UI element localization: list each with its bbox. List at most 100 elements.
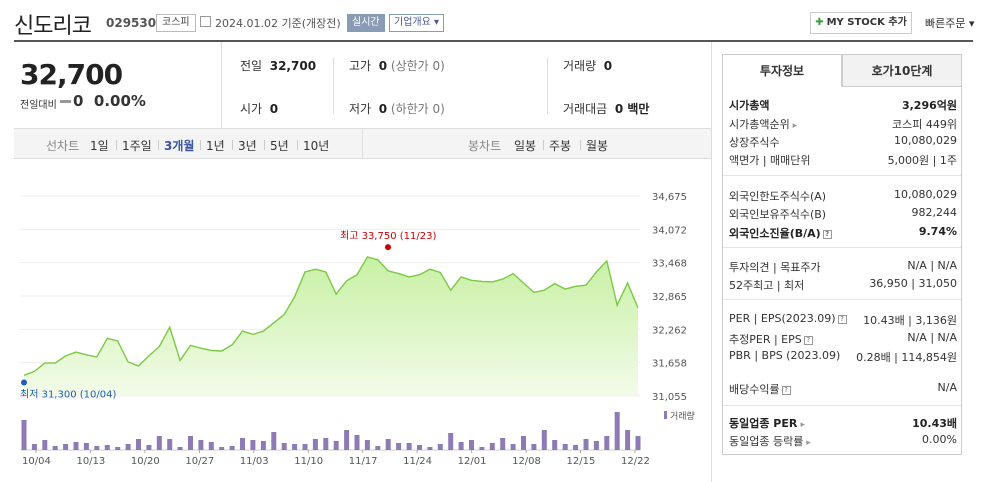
volume-legend-swatch xyxy=(664,411,667,419)
help-icon[interactable]: ? xyxy=(781,385,791,395)
volume-bar xyxy=(583,439,589,450)
volume-bar xyxy=(614,412,620,450)
volume-bar xyxy=(333,441,339,450)
period-3[interactable]: 3개월 xyxy=(164,139,195,153)
chevron-down-icon: ▾ xyxy=(968,17,975,30)
info-label: 배당수익률? xyxy=(729,381,791,397)
volume-bar xyxy=(521,436,526,450)
info-label: 외국인소진율(B/A)? xyxy=(729,225,832,241)
volume-bar xyxy=(31,444,37,450)
volume-bar xyxy=(83,443,89,450)
trade-amount: 거래대금 0 백만 xyxy=(563,100,649,117)
candle-period-1[interactable]: 일봉 xyxy=(514,139,537,153)
divider xyxy=(200,140,201,150)
info-row: 동일업종 등락률 ▸ 0.00% xyxy=(729,433,957,451)
price-volume-chart[interactable]: 34,675 34,072 33,468 32,865 32,262 31,658 31,0… xyxy=(0,160,711,482)
volume-bar xyxy=(375,446,381,450)
info-label: 추정PER | EPS? xyxy=(729,331,813,347)
company-overview-label: 기업개요 xyxy=(394,17,431,28)
period-7[interactable]: 10년 xyxy=(303,139,330,153)
arrow-right-icon[interactable]: ▸ xyxy=(797,420,806,430)
volume-bar xyxy=(344,430,350,450)
change-label: 전일대비 xyxy=(20,100,57,111)
change-percent: 0.00% xyxy=(93,92,146,110)
y-tick-label: 33,468 xyxy=(652,259,687,270)
volume-bar xyxy=(489,443,495,450)
info-row: PER | EPS(2023.09)? 10.43배 | 3,136원 xyxy=(729,312,957,330)
tab-investment-info[interactable]: 투자정보 xyxy=(722,54,842,87)
x-tick-label: 11/03 xyxy=(240,456,269,467)
help-icon[interactable]: ? xyxy=(822,229,832,239)
volume-bar xyxy=(146,445,152,450)
help-icon[interactable]: ? xyxy=(837,314,847,324)
period-6[interactable]: 5년 xyxy=(270,139,289,153)
divider xyxy=(547,58,548,114)
info-row: 추정PER | EPS? N/A | N/A xyxy=(729,331,957,349)
candle-period-3[interactable]: 월봉 xyxy=(586,139,609,153)
volume-bar xyxy=(479,447,485,450)
volume-bar xyxy=(625,430,631,450)
volume-bar xyxy=(635,436,641,450)
info-row: 동일업종 PER ▸ 10.43배 xyxy=(729,415,957,433)
plus-icon: ✚ xyxy=(815,17,824,28)
candle-period-2[interactable]: 주봉 xyxy=(549,139,572,153)
y-tick-label: 34,072 xyxy=(652,225,687,236)
period-5[interactable]: 3년 xyxy=(238,139,257,153)
low-label: 저가 xyxy=(349,102,372,116)
volume-bar xyxy=(260,441,266,450)
info-value: N/A | N/A xyxy=(907,331,957,344)
period-1[interactable]: 1일 xyxy=(90,139,109,153)
volume-bar xyxy=(188,436,193,450)
volume-bar xyxy=(125,444,131,450)
volume-bar xyxy=(573,445,579,450)
x-tick-label: 10/27 xyxy=(185,456,214,467)
open-price: 시가 0 xyxy=(240,100,278,117)
divider xyxy=(362,129,363,159)
price-area xyxy=(24,257,638,396)
volume-bar xyxy=(562,444,568,450)
tab-orderbook-10[interactable]: 호가10단계 xyxy=(842,54,962,87)
volume-bar xyxy=(541,430,547,450)
realtime-button[interactable]: 실시간 xyxy=(347,14,385,32)
info-row: 배당수익률? N/A xyxy=(729,381,957,399)
info-value: 3,296억원 xyxy=(901,99,957,112)
arrow-right-icon[interactable]: ▸ xyxy=(789,121,798,131)
high-marker xyxy=(385,244,391,251)
volume-bar xyxy=(385,439,391,450)
divider xyxy=(543,140,544,150)
info-label: PBR | BPS (2023.09) xyxy=(729,349,841,362)
investment-info-panel: 시가총액 3,296억원 시가총액순위 ▸ 코스피 449위 상장주식수 10,080,0… xyxy=(722,87,962,455)
change-amount: 0 xyxy=(73,92,84,110)
divider xyxy=(723,247,961,248)
volume-bar xyxy=(500,438,506,450)
info-value: 0.00% xyxy=(922,433,957,446)
candle-chart-label: 봉차트 xyxy=(468,139,502,153)
volume-bar xyxy=(281,443,287,450)
info-label: 동일업종 PER ▸ xyxy=(729,417,806,430)
info-label: 액면가 | 매매단위 xyxy=(729,154,811,167)
arrow-right-icon[interactable]: ▸ xyxy=(803,438,811,448)
company-overview-dropdown[interactable]: 기업개요 ▾ xyxy=(389,14,445,32)
info-row: 투자의견 | 목표주가 N/A | N/A xyxy=(729,259,957,277)
volume-bar xyxy=(302,444,308,450)
divider xyxy=(297,140,298,150)
my-stock-add-button[interactable]: ✚ MY STOCK 추가 xyxy=(810,12,912,34)
x-tick-label: 12/22 xyxy=(621,456,650,467)
period-2[interactable]: 1주일 xyxy=(122,139,152,153)
quick-order-dropdown[interactable]: 빠른주문 ▾ xyxy=(925,15,975,31)
y-tick-label: 31,658 xyxy=(652,359,687,370)
x-tick-label: 12/08 xyxy=(512,456,541,467)
volume-bar xyxy=(406,443,412,450)
volume-bar xyxy=(167,439,173,450)
divider xyxy=(264,140,265,150)
volume-bar xyxy=(52,446,58,450)
prev-close-value: 32,700 xyxy=(269,59,317,73)
help-icon[interactable]: ? xyxy=(803,335,813,345)
volume-bar xyxy=(427,447,433,450)
base-date: 2024.01.02 기준(개장전) xyxy=(215,17,341,30)
x-tick-label: 12/01 xyxy=(458,456,487,467)
volume-bar xyxy=(593,441,599,450)
info-value: 코스피 449위 xyxy=(892,118,957,131)
period-4[interactable]: 1년 xyxy=(206,139,225,153)
amount-label: 거래대금 xyxy=(563,102,608,116)
